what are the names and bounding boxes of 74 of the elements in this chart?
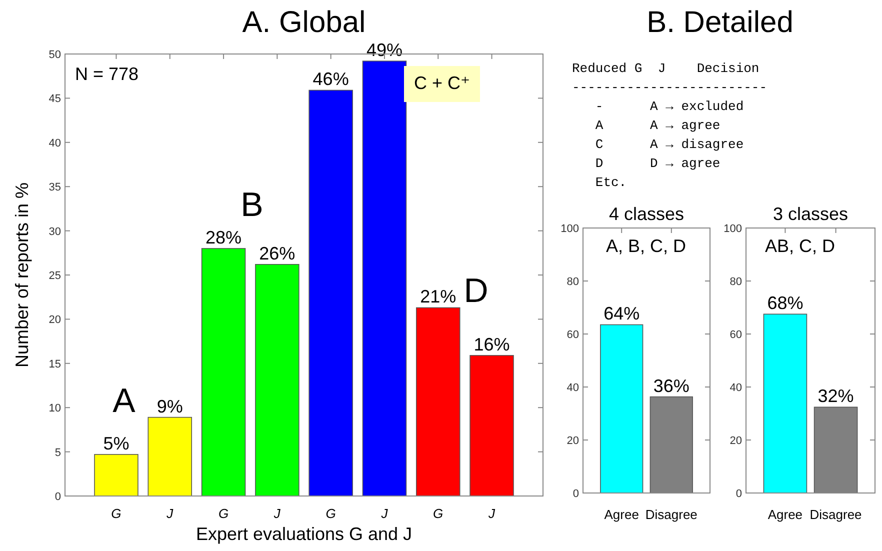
y-tick-label: 30 xyxy=(48,226,61,238)
y-tick-label: 100 xyxy=(724,223,742,235)
x-tick-label: Disagree xyxy=(645,507,698,522)
y-tick-label: 45 xyxy=(48,93,61,106)
annotation: C + C⁺ xyxy=(414,73,470,93)
y-tick-label: 80 xyxy=(566,276,579,288)
text: - A → excluded xyxy=(572,99,744,114)
data-label: 36% xyxy=(653,376,690,396)
y-tick-label: 5 xyxy=(54,446,61,459)
x-axis-title: Expert evaluations G and J xyxy=(196,524,412,544)
data-label: 16% xyxy=(474,334,510,354)
x-tick-label: Disagree xyxy=(810,507,862,522)
y-tick-label: 15 xyxy=(48,358,61,370)
text: Etc. xyxy=(572,175,627,190)
y-tick-label: 80 xyxy=(730,276,742,288)
chart-title: A. Global xyxy=(242,6,366,39)
y-tick-label: 20 xyxy=(730,435,742,447)
text: C A → disagree xyxy=(572,137,744,152)
x-tick-label: G xyxy=(433,506,444,521)
bar xyxy=(255,264,300,496)
y-tick-label: 40 xyxy=(730,382,742,394)
bar xyxy=(470,355,514,496)
text: Reduced G J Decision xyxy=(572,61,760,76)
bar xyxy=(308,90,353,496)
data-label: 68% xyxy=(767,293,804,314)
y-tick-label: 50 xyxy=(48,49,61,61)
x-tick-label: J xyxy=(272,506,281,521)
text: A A → agree xyxy=(572,118,720,133)
y-axis-title: Number of reports in % xyxy=(12,182,32,368)
y-tick-label: 0 xyxy=(736,488,742,500)
data-label: 21% xyxy=(420,286,456,307)
y-tick-label: 25 xyxy=(48,270,61,282)
y-tick-label: 20 xyxy=(48,314,61,326)
x-tick-label: Agree xyxy=(768,507,803,522)
y-tick-label: 100 xyxy=(560,223,579,235)
x-tick-label: G xyxy=(111,506,122,521)
x-tick-label: G xyxy=(326,506,336,521)
data-label: 46% xyxy=(312,69,349,90)
data-label: 9% xyxy=(156,396,183,416)
y-tick-label: 10 xyxy=(48,402,61,415)
bar xyxy=(362,60,407,496)
data-label: 64% xyxy=(604,304,640,324)
y-tick-label: 20 xyxy=(566,435,579,447)
chart-title: 3 classes xyxy=(772,204,848,224)
y-tick-label: 40 xyxy=(48,137,61,150)
text: B. Detailed xyxy=(646,6,794,39)
bar xyxy=(416,307,460,496)
annotation: N = 778 xyxy=(75,64,139,84)
y-tick-label: 0 xyxy=(572,488,579,500)
data-label: 28% xyxy=(206,227,242,248)
x-tick-label: G xyxy=(218,506,229,521)
x-tick-label: J xyxy=(488,506,496,521)
x-tick-label: J xyxy=(166,506,174,521)
bar xyxy=(148,416,192,496)
y-tick-label: 0 xyxy=(54,491,61,503)
y-tick-label: 60 xyxy=(730,329,742,341)
y-tick-label: 60 xyxy=(566,329,579,341)
data-label: 32% xyxy=(818,386,854,406)
x-tick-label: Agree xyxy=(604,507,639,522)
y-tick-label: 35 xyxy=(48,182,61,194)
annotation: D xyxy=(464,272,488,310)
data-label: 26% xyxy=(259,243,296,264)
annotation: AB, C, D xyxy=(764,236,836,256)
annotation: A, B, C, D xyxy=(606,236,686,256)
bar xyxy=(201,248,246,496)
x-tick-label: J xyxy=(380,506,388,521)
bar xyxy=(94,454,138,496)
text: D D → agree xyxy=(572,156,720,171)
chart-title: 4 classes xyxy=(608,204,684,224)
data-label: 5% xyxy=(103,433,130,454)
y-tick-label: 40 xyxy=(566,382,579,394)
annotation: A xyxy=(112,382,136,420)
text: ------------------------- xyxy=(572,80,768,95)
annotation: B xyxy=(240,186,264,224)
